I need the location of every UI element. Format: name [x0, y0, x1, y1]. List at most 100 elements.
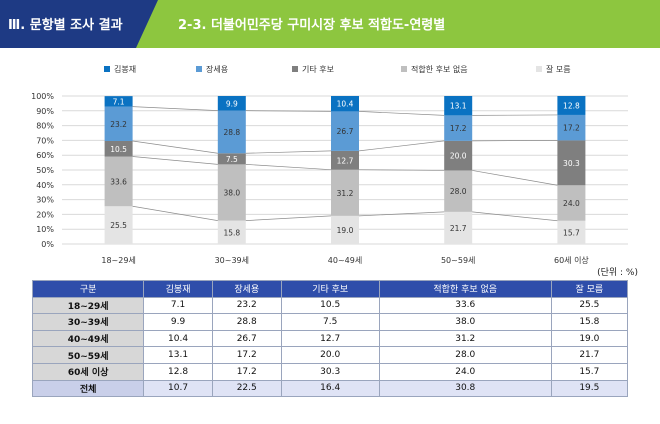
- table-cell: 38.0: [378, 313, 552, 331]
- data-label: 17.2: [563, 124, 580, 133]
- table-cell: 13.1: [143, 346, 213, 364]
- data-label: 24.0: [563, 199, 580, 208]
- row-label: 50~59세: [31, 346, 145, 364]
- table-cell: 10.7: [143, 379, 213, 398]
- stacked-bar-chart: 김봉재 장세용 기타 후보 적합한 후보 없음 잘 모름 0% 10% 20% 30% 40% 50…: [31, 64, 628, 265]
- bar-segment: [331, 111, 359, 151]
- table-cell: 17.2: [211, 362, 282, 381]
- row-label: 18~29세: [31, 296, 145, 315]
- table-cell: 21.7: [550, 346, 629, 364]
- data-label: 12.7: [337, 156, 354, 165]
- data-label: 33.6: [110, 177, 127, 186]
- data-label: 38.0: [223, 188, 240, 197]
- table-cell: 19.0: [550, 329, 629, 348]
- data-label: 7.5: [226, 155, 238, 164]
- row-label: 전체: [31, 379, 145, 398]
- table-header-cell: 김봉재: [143, 280, 213, 298]
- row-label: 30~39세: [31, 313, 145, 331]
- table-row: 40~49세 10.4 26.7 12.7 31.2 19.0: [31, 329, 629, 348]
- bar-segment: [557, 114, 586, 141]
- legend-swatch: [104, 66, 110, 72]
- series-connector: [358, 211, 445, 217]
- section-title: Ⅲ. 문항별 조사 결과: [8, 18, 123, 33]
- table-cell: 17.2: [211, 346, 282, 364]
- bar-segment: [331, 215, 359, 244]
- legend-label: 적합한 후보 없음: [411, 64, 468, 74]
- series-connector: [358, 169, 445, 171]
- bar-segment: [557, 96, 586, 115]
- table-cell: 33.6: [378, 296, 552, 315]
- series-connector: [358, 140, 445, 152]
- table-header-cell: 장세용: [211, 280, 282, 298]
- series-connector: [132, 205, 218, 221]
- data-label: 10.4: [337, 100, 354, 109]
- data-label: 31.2: [337, 189, 354, 198]
- series-connector: [245, 150, 332, 154]
- bar-segment: [104, 140, 133, 157]
- bar-segment: [217, 164, 246, 221]
- y-tick-label: 90%: [36, 107, 54, 116]
- unit-label: (단위 : %): [597, 268, 638, 278]
- data-label: 12.8: [563, 101, 580, 110]
- series-connector: [472, 211, 558, 222]
- table-header-cell: 구분: [31, 280, 145, 298]
- table-cell: 10.5: [280, 296, 380, 315]
- table-header-cell: 적합한 후보 없음: [378, 280, 552, 298]
- table-cell: 25.5: [550, 296, 629, 315]
- header-divider: [136, 0, 158, 48]
- table-row: 60세 이상 12.8 17.2 30.3 24.0 15.7: [31, 362, 629, 381]
- bar-segment: [217, 96, 246, 111]
- table-header-cell: 잘 모름: [550, 280, 629, 298]
- table-cell: 15.8: [550, 313, 629, 331]
- table-cell: 12.7: [280, 329, 380, 348]
- legend-label: 잘 모름: [546, 65, 571, 74]
- bar-segment: [331, 150, 359, 170]
- bar-segment: [557, 140, 586, 186]
- data-label: 13.1: [450, 102, 467, 111]
- table-cell: 28.0: [378, 346, 552, 364]
- bar-segment: [104, 96, 133, 107]
- data-label: 15.7: [563, 228, 580, 237]
- x-tick-label: 30~39세: [215, 256, 249, 265]
- bar-segment: [557, 220, 586, 244]
- table-cell: 15.7: [550, 362, 629, 381]
- data-label: 28.0: [450, 187, 467, 196]
- table-cell: 22.5: [211, 379, 282, 398]
- series-connector: [132, 140, 218, 154]
- table-cell: 26.7: [211, 329, 282, 348]
- table-cell: 9.9: [143, 313, 213, 331]
- legend-label: 장세용: [206, 64, 228, 74]
- data-label: 19.0: [337, 226, 354, 235]
- legend-swatch: [401, 66, 407, 72]
- table-row: 30~39세 9.9 28.8 7.5 38.0 15.8: [31, 313, 629, 331]
- series-connector: [358, 111, 445, 116]
- data-label: 10.5: [110, 145, 127, 154]
- header-right-band: [136, 0, 660, 48]
- table-cell: 16.4: [280, 379, 380, 398]
- bar-segment: [104, 156, 133, 207]
- row-label: 40~49세: [31, 329, 145, 348]
- x-tick-label: 18~29세: [101, 256, 135, 265]
- bar-segment: [104, 106, 133, 141]
- series-connector: [472, 170, 558, 186]
- bar-segment: [217, 110, 246, 154]
- x-tick-label: 40~49세: [328, 256, 362, 265]
- legend-label: 기타 후보: [302, 65, 334, 74]
- table-header-cell: 기타 후보: [280, 280, 380, 298]
- table-cell: 19.5: [550, 379, 629, 398]
- table-cell: 12.8: [143, 362, 213, 381]
- data-label: 25.5: [110, 221, 127, 230]
- y-tick-label: 50%: [36, 166, 54, 175]
- bar-segment: [444, 170, 473, 212]
- bar-segment: [104, 206, 133, 244]
- table-header-row: 구분 김봉재 장세용 기타 후보 적합한 후보 없음 잘 모름: [31, 280, 629, 298]
- series-connector: [245, 110, 332, 112]
- table-cell: 31.2: [378, 329, 552, 348]
- data-label: 26.7: [337, 127, 354, 136]
- bar-segment: [444, 211, 473, 244]
- legend-label: 김봉재: [114, 64, 136, 74]
- data-label: 30.3: [563, 159, 580, 168]
- x-tick-label: 50~59세: [441, 256, 475, 265]
- data-label: 21.7: [450, 224, 467, 233]
- data-label: 9.9: [226, 99, 238, 108]
